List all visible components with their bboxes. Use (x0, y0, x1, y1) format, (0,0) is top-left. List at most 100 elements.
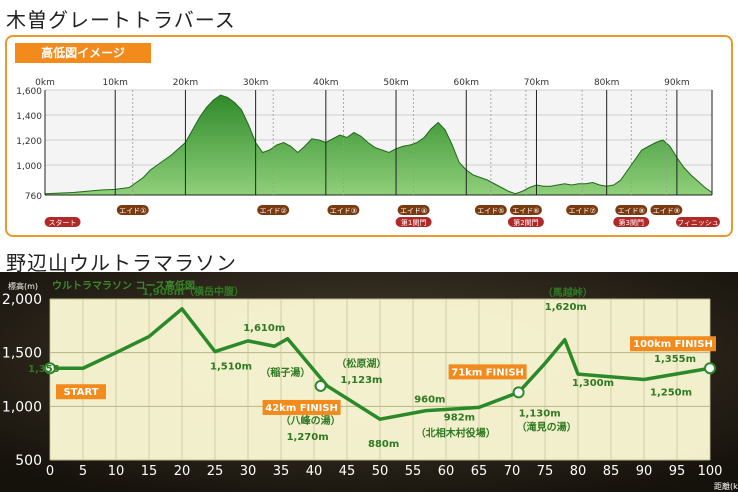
elevation-label: 1,250m (650, 388, 692, 399)
x-tick-label: 20km (173, 78, 198, 88)
elevation-label: 1,270m (287, 432, 329, 443)
checkpoint-badge (613, 217, 650, 227)
finish-callout-label: 71km FINISH (451, 367, 524, 378)
aid-station-badge (397, 205, 430, 215)
x-tick-label: 15 (141, 464, 158, 479)
x-tick-label: 90 (636, 464, 653, 479)
aid-station-badge (509, 205, 542, 215)
checkpoint-label: フィニッシュ (677, 219, 719, 227)
finish-callout (56, 384, 106, 400)
x-tick-label: 30km (243, 78, 268, 88)
elevation-label: 1,908m（横岳中腹） (142, 285, 244, 298)
aid-station-badge (116, 205, 149, 215)
aid-station-badge (650, 205, 683, 215)
y-tick-label: 1,500 (2, 346, 42, 362)
elevation-label: （稲子湯） (260, 366, 310, 379)
section-title-nobeyama: 野辺山ウルトラマラソン (6, 251, 237, 275)
x-tick-label: 10km (102, 78, 127, 88)
x-tick-label: 75 (537, 464, 554, 479)
course-marker (314, 379, 327, 392)
elevation-label: （松原湖） (336, 357, 386, 370)
chart-title: ウルトラマラソン コース高低図 (52, 279, 195, 292)
elevation-label: 1,300m (572, 378, 614, 389)
x-tick-label: 50km (383, 78, 408, 88)
course-marker (44, 362, 56, 375)
y-tick-label: 1,400 (16, 112, 42, 122)
x-tick-label: 70km (524, 78, 549, 88)
aid-station-label: エイド⑨ (653, 207, 680, 215)
finish-callout-label: 42km FINISH (265, 403, 338, 414)
checkpoint-badge (44, 217, 81, 227)
elevation-label: （馬越峠） (543, 286, 593, 299)
checkpoint-label: 第2関門 (513, 218, 538, 227)
elevation-label: （北相木村役場） (416, 426, 496, 439)
y-tick-label: 1,200 (16, 137, 42, 147)
y-tick-label: 1,000 (16, 162, 42, 172)
x-tick-label: 20 (174, 464, 191, 479)
y-tick-label: 1,000 (2, 399, 42, 415)
section-title-kiso: 木曽グレートトラバース (6, 8, 236, 32)
aid-station-badge (566, 205, 599, 215)
checkpoint-badge (507, 217, 544, 227)
checkpoint-badge (675, 217, 720, 227)
finish-callout-label: 100km FINISH (633, 339, 713, 350)
x-tick-label: 25 (207, 464, 224, 479)
y-tick-label: 2,000 (2, 292, 42, 308)
aid-station-badge (327, 205, 360, 215)
x-tick-label: 5 (79, 464, 87, 479)
x-tick-label: 55 (405, 464, 422, 479)
x-tick-label: 0 (46, 464, 54, 479)
course-marker (704, 362, 716, 375)
elevation-label: 1,123m (340, 375, 382, 386)
aid-station-label: エイド⑧ (618, 207, 645, 215)
checkpoint-badge (395, 217, 432, 227)
elevation-label: 982m (444, 412, 475, 423)
x-tick-label: 40km (313, 78, 338, 88)
x-tick-label: 80 (570, 464, 587, 479)
elevation-label: 1,620m (545, 302, 587, 313)
aid-station-label: エイド⑦ (568, 207, 595, 215)
finish-callout (262, 399, 341, 415)
elevation-label: 1,510m (210, 362, 252, 373)
aid-station-label: エイド③ (330, 207, 357, 215)
elevation-image-badge: 高低図イメージ (15, 43, 151, 63)
elevation-label: 960m (414, 395, 445, 406)
aid-station-badge (474, 205, 507, 215)
y-axis-label: 標高(m) (8, 281, 38, 291)
checkpoint-label: 第3関門 (619, 218, 644, 227)
x-tick-label: 80km (594, 78, 619, 88)
elevation-label: 1,130m (519, 408, 561, 419)
aid-station-label: エイド② (260, 207, 287, 215)
aid-station-badge (615, 205, 648, 215)
elevation-line (50, 307, 711, 421)
x-tick-label: 65 (471, 464, 488, 479)
checkpoint-label: 第1関門 (401, 218, 426, 227)
nobeyama-elevation-chart: ウルトラマラソン コース高低図 標高(m) 距離(km) 2,000 1,500 1,00… (0, 272, 738, 492)
kiso-elevation-chart: 1,600 1,400 1,200 1,000 760 0km 10km 20km 30km 40… (16, 78, 720, 227)
elevation-area (45, 95, 712, 195)
x-tick-label: 45 (339, 464, 356, 479)
x-tick-label: 100 (698, 464, 723, 479)
x-tick-label: 85 (603, 464, 620, 479)
x-tick-label: 10 (108, 464, 125, 479)
x-tick-label: 35 (273, 464, 290, 479)
finish-callout (448, 364, 527, 380)
aid-station-label: エイド① (119, 207, 146, 215)
finish-callout (630, 336, 716, 352)
finish-callout-label: START (63, 387, 98, 398)
x-tick-label: 70 (504, 464, 521, 479)
checkpoint-label: スタート (49, 218, 77, 227)
x-tick-label: 90km (664, 78, 689, 88)
x-tick-label: 95 (669, 464, 686, 479)
x-tick-label: 0km (35, 78, 55, 88)
aid-station-label: エイド④ (400, 207, 427, 215)
elevation-label: 1,355m (654, 354, 696, 365)
x-tick-label: 30 (240, 464, 257, 479)
y-tick-label: 500 (15, 453, 42, 469)
elevation-label: 880m (368, 439, 399, 450)
y-tick-label: 760 (25, 192, 42, 202)
x-tick-label: 40 (306, 464, 323, 479)
nobeyama-elevation-panel: ウルトラマラソン コース高低図 標高(m) 距離(km) 2,000 1,500 1,00… (0, 272, 738, 492)
aid-station-label: エイド⑤ (477, 207, 504, 215)
elevation-label: （八峰の湯） (281, 414, 341, 427)
